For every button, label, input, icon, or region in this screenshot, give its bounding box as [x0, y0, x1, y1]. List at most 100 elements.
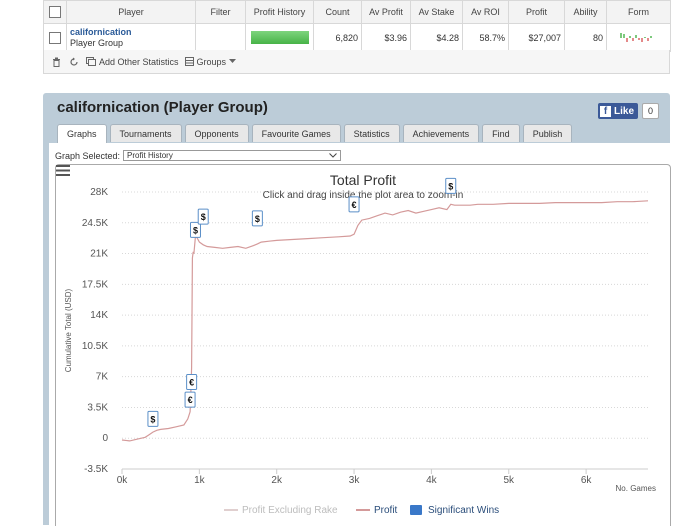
significant-win-label: $ — [201, 212, 206, 222]
facebook-like-count: 0 — [642, 103, 660, 119]
chart-subtitle: Click and drag inside the plot area to z… — [263, 190, 464, 201]
y-tick-label: 17.5K — [82, 279, 108, 290]
significant-win-label: $ — [150, 414, 155, 424]
av-profit-cell: $3.96 — [361, 23, 411, 52]
chevron-down-icon — [329, 153, 337, 158]
y-tick-label: 0 — [102, 433, 108, 444]
count-cell: 6,820 — [313, 23, 362, 52]
facebook-like: f Like 0 — [598, 103, 660, 119]
y-tick-label: 24.5K — [82, 218, 108, 229]
facebook-icon: f — [600, 105, 611, 117]
legend-item: Profit Excluding Rake — [242, 505, 338, 516]
tab-publish[interactable]: Publish — [522, 124, 573, 142]
add-other-statistics-label: Add Other Statistics — [99, 56, 179, 67]
significant-win-marker — [189, 221, 201, 238]
profit-chart[interactable]: Total Profit Click and drag inside the pl… — [55, 164, 671, 526]
grid-icon — [184, 57, 194, 66]
header-av-profit[interactable]: Av Profit — [361, 0, 411, 24]
significant-win-marker — [186, 373, 198, 390]
y-tick-label: 14K — [90, 310, 108, 321]
legend-item: Significant Wins — [428, 505, 499, 516]
significant-win-marker — [197, 208, 209, 225]
header-select-all[interactable] — [43, 0, 67, 24]
player-cell: californication Player Group — [66, 23, 196, 52]
player-type: Player Group — [70, 37, 124, 48]
table-row[interactable]: californication Player Group 6,820 $3.96… — [43, 23, 671, 52]
player-panel: californication (Player Group) f Like 0 … — [43, 93, 671, 526]
y-tick-label: -3.5K — [84, 464, 108, 475]
tab-tournaments[interactable]: Tournaments — [109, 124, 182, 142]
series-line-profit — [121, 200, 649, 442]
chart-title: Total Profit — [330, 172, 396, 188]
tab-statistics[interactable]: Statistics — [343, 124, 400, 142]
ability-cell: 80 — [564, 23, 607, 52]
table-toolbar: Add Other Statistics Groups — [43, 50, 670, 74]
player-name-link[interactable]: californication — [70, 26, 132, 37]
header-form[interactable]: Form — [606, 0, 671, 24]
header-av-roi[interactable]: Av ROI — [462, 0, 509, 24]
significant-win-label: € — [352, 200, 357, 210]
x-tick-label: 0k — [117, 475, 129, 486]
facebook-like-label: Like — [614, 105, 635, 117]
y-tick-label: 10.5K — [82, 341, 108, 352]
header-ability[interactable]: Ability — [564, 0, 607, 24]
x-tick-label: 6k — [581, 475, 593, 486]
tab-find[interactable]: Find — [482, 124, 520, 142]
form-cell — [606, 23, 671, 52]
chart-svg: Total Profit Click and drag inside the pl… — [64, 172, 656, 516]
profit-cell: $27,007 — [508, 23, 565, 52]
significant-win-label: $ — [448, 181, 453, 191]
tab-favourite-games[interactable]: Favourite Games — [251, 124, 341, 142]
significant-win-marker — [251, 210, 263, 227]
table-header-row: Player Filter Profit History Count Av Pr… — [43, 0, 671, 24]
add-other-statistics-button[interactable]: Add Other Statistics — [86, 57, 179, 67]
tab-graphs[interactable]: Graphs — [57, 124, 107, 143]
y-tick-label: 3.5K — [87, 402, 108, 413]
significant-win-label: € — [188, 395, 193, 405]
header-profit-history[interactable]: Profit History — [245, 0, 314, 24]
significant-win-label: $ — [255, 214, 260, 224]
tab-opponents[interactable]: Opponents — [184, 124, 249, 142]
panel-tabs: Graphs Tournaments Opponents Favourite G… — [57, 124, 573, 143]
x-axis-title: No. Games — [616, 484, 656, 493]
x-tick-label: 1k — [194, 475, 206, 486]
form-sparkline — [619, 32, 652, 42]
header-profit[interactable]: Profit — [508, 0, 565, 24]
profit-history-sparkline — [250, 31, 309, 44]
groups-dropdown[interactable]: Groups — [184, 56, 237, 67]
facebook-like-button[interactable]: f Like — [598, 103, 639, 119]
header-player[interactable]: Player — [66, 0, 196, 24]
refresh-icon[interactable] — [68, 56, 80, 68]
graph-select-dropdown[interactable]: Profit History — [123, 150, 342, 161]
significant-win-label: $ — [193, 225, 198, 235]
y-axis-title: Cumulative Total (USD) — [64, 288, 73, 372]
trash-icon[interactable] — [50, 56, 62, 68]
x-tick-label: 5k — [503, 475, 515, 486]
graph-selector: Graph Selected: Profit History — [55, 150, 342, 161]
graph-select-value: Profit History — [127, 151, 173, 160]
y-tick-label: 28K — [90, 187, 108, 198]
header-filter[interactable]: Filter — [195, 0, 246, 24]
header-av-stake[interactable]: Av Stake — [410, 0, 463, 24]
av-roi-cell: 58.7% — [462, 23, 509, 52]
significant-win-marker — [147, 410, 159, 427]
chart-menu-icon[interactable] — [56, 165, 70, 176]
significant-win-marker — [348, 196, 360, 213]
legend-symbol-significant-wins — [410, 505, 422, 515]
av-stake-cell: $4.28 — [410, 23, 463, 52]
graphs-content: Graph Selected: Profit History Total Pro… — [49, 143, 671, 526]
x-tick-label: 3k — [349, 475, 361, 486]
select-all-checkbox[interactable] — [49, 6, 61, 18]
row-select-cell[interactable] — [43, 23, 67, 52]
player-stats-table: Player Filter Profit History Count Av Pr… — [43, 0, 671, 52]
profit-history-cell — [245, 23, 314, 52]
x-tick-label: 4k — [426, 475, 438, 486]
y-tick-label: 21K — [90, 249, 108, 260]
tab-achievements[interactable]: Achievements — [402, 124, 480, 142]
row-checkbox[interactable] — [49, 31, 61, 44]
groups-label: Groups — [196, 56, 227, 67]
legend-item: Profit — [374, 505, 398, 516]
add-stats-icon — [86, 57, 96, 66]
header-count[interactable]: Count — [313, 0, 362, 24]
graph-selected-label: Graph Selected: — [55, 150, 121, 161]
